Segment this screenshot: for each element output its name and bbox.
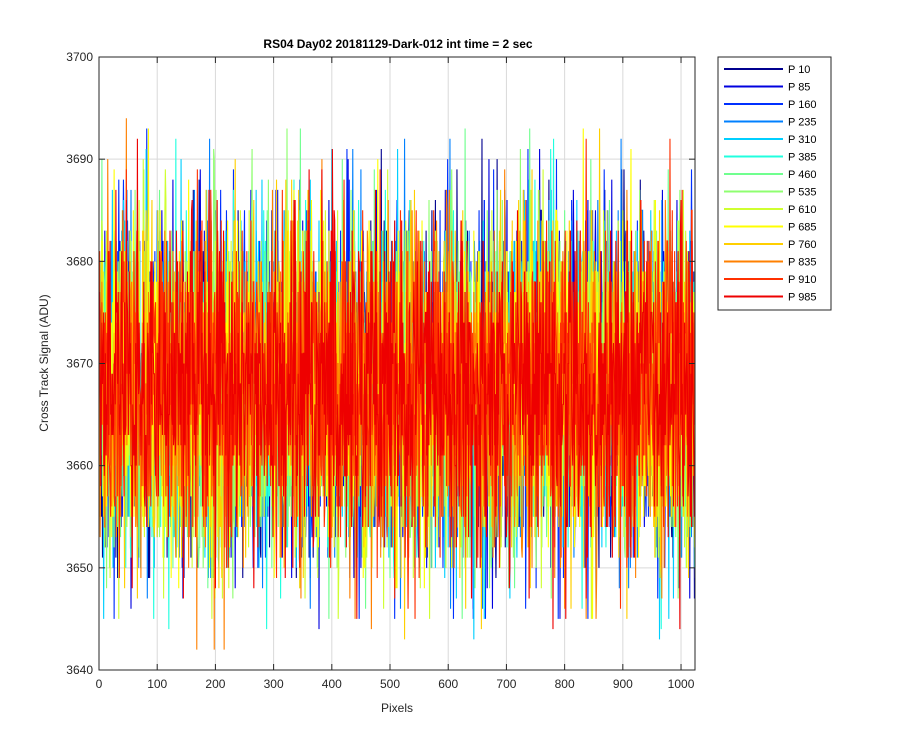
legend-entry-label: P 235: [788, 117, 817, 129]
x-tick-label: 700: [496, 677, 516, 691]
legend-entry-label: P 910: [788, 274, 817, 286]
y-tick-label: 3700: [66, 50, 93, 64]
series-layer: [99, 118, 695, 650]
legend-entry-label: P 985: [788, 292, 817, 304]
x-tick-label: 1000: [668, 677, 695, 691]
legend-entry-label: P 685: [788, 222, 817, 234]
legend-entry-label: P 835: [788, 257, 817, 269]
x-tick-label: 300: [264, 677, 284, 691]
legend-entry-label: P 85: [788, 82, 810, 94]
x-tick-label: 600: [438, 677, 458, 691]
x-tick-label: 0: [96, 677, 103, 691]
x-tick-label: 100: [147, 677, 167, 691]
legend-entry-label: P 535: [788, 187, 817, 199]
legend-entry-label: P 10: [788, 64, 810, 76]
legend: P 10 P 85 P 160 P 235 P 310 P 385 P 460 P 535 P …: [717, 56, 832, 311]
legend-box: [717, 56, 832, 311]
chart-title: RS04 Day02 20181129-Dark-012 int time = …: [263, 37, 533, 51]
x-tick-label: 900: [613, 677, 633, 691]
y-tick-label: 3650: [66, 561, 93, 575]
legend-entry-label: P 385: [788, 152, 817, 164]
x-tick-label: 500: [380, 677, 400, 691]
axis-ticks: [98, 56, 695, 671]
x-tick-label: 200: [205, 677, 225, 691]
legend-entry-label: P 610: [788, 204, 817, 216]
legend-entry-label: P 310: [788, 134, 817, 146]
x-tick-label: 800: [555, 677, 575, 691]
y-tick-label: 3660: [66, 459, 93, 473]
y-tick-label: 3680: [66, 254, 93, 268]
y-axis-label: Cross Track Signal (ADU): [37, 294, 51, 431]
series-line-p-985: [99, 138, 695, 630]
tick-labels: 0 100 200 300 400 500 600 700 800 900 1000 3640 3650…: [66, 50, 694, 691]
x-tick-label: 400: [322, 677, 342, 691]
x-axis-label: Pixels: [381, 701, 413, 715]
y-tick-label: 3690: [66, 152, 93, 166]
legend-entry-label: P 160: [788, 99, 817, 111]
legend-entry-label: P 460: [788, 169, 817, 181]
legend-entry-label: P 760: [788, 239, 817, 251]
y-tick-label: 3670: [66, 357, 93, 371]
y-tick-label: 3640: [66, 663, 93, 677]
